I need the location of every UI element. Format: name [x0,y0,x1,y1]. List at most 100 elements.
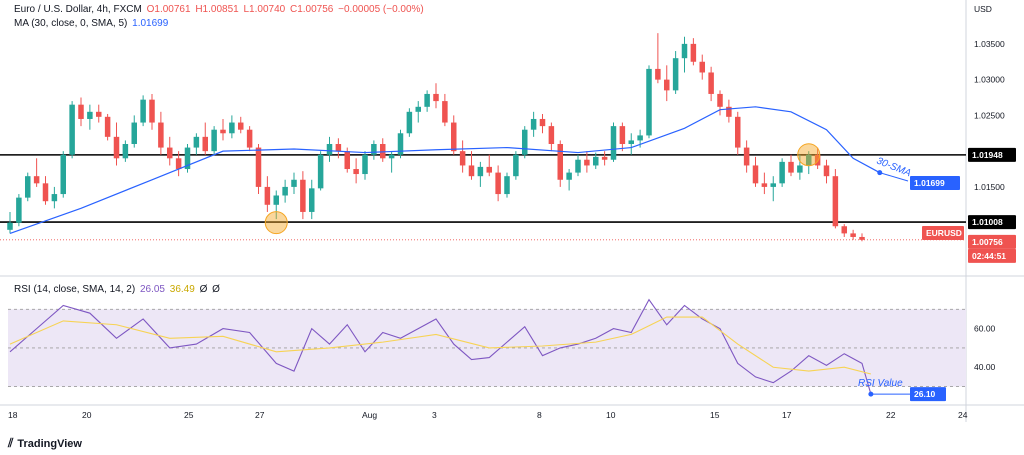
candle-body [681,43,688,59]
time-tick-label: 20 [82,410,92,420]
candle-body [193,136,200,148]
tradingview-brand: ⫽ TradingView [8,436,82,451]
candle-body [743,147,750,166]
time-tick-label: 18 [8,410,18,420]
candle-body [513,154,519,177]
rsi-ma-value: 36.49 [169,284,195,295]
candle-body [646,68,652,136]
candle-body [24,176,31,198]
rsi-extra-1: Ø [199,284,208,295]
candle-body [388,154,395,159]
candle-body [95,111,102,117]
candle-body [353,169,359,175]
currency-label: USD [974,4,992,14]
candle-body [16,197,22,223]
candle-body [264,186,271,205]
candle-body [584,159,590,166]
symbol-tag-bg [922,226,964,240]
candle-body [33,176,40,184]
candle-body [308,188,315,212]
countdown-tag: 02:44:51 [972,251,1006,261]
candle-body [459,151,466,166]
rsi-header: RSI (14, close, SMA, 14, 2) 26.05 36.49 … [14,284,222,295]
candle-body [575,159,581,173]
candle-body [344,151,351,170]
candle-body [415,106,422,112]
candle-body [87,111,93,119]
time-tick-label: 17 [782,410,792,420]
candle-body [42,183,49,202]
candle-body [761,183,768,187]
candle-body [7,222,13,230]
candle-body [406,111,413,134]
candle-body [548,126,555,144]
rsi-extra-2: Ø [212,284,220,295]
candle-body [362,154,368,175]
candle-body [726,106,732,117]
brand-label: TradingView [17,437,82,450]
time-tick-label: 27 [255,410,265,420]
ma-value-tag: 1.01699 [914,178,945,188]
candle-body [468,165,475,177]
candle-body [734,116,741,148]
time-tick-label: 8 [537,410,542,420]
candle-body [672,58,679,91]
candle-body [442,101,448,123]
rsi-value: 26.05 [139,284,165,295]
high-value: H1.00851 [195,4,239,15]
time-tick-label: 22 [886,410,896,420]
rsi-value-tag-bg [910,387,946,402]
ma-annotation-connector [879,172,909,182]
rsi-band [8,309,966,387]
candle-body [51,194,58,202]
candle-body [797,165,803,173]
candle-body [619,126,626,144]
candle-body [113,136,120,159]
rsi-value-tag: 26.10 [914,389,936,399]
candle-body [530,118,537,130]
price-tick-label: 1.03000 [974,75,1005,85]
candle-body [637,135,643,141]
candle-body [779,161,785,184]
candle-body [717,93,723,107]
candle-body [832,176,839,227]
candle-body [104,116,111,137]
candle-body [273,195,280,205]
ma-line [9,106,881,234]
rsi-label: RSI (14, close, SMA, 14, 2) [14,284,136,295]
candle-body [477,166,484,177]
time-tick-label: Aug [362,410,377,420]
candle-body [246,129,253,148]
rsi-tick-label: 40.00 [974,362,996,372]
candle-body [690,43,697,62]
upper-level-tag: 1.01948 [972,150,1003,160]
rsi-tick-label: 60.00 [974,324,996,334]
candle-body [708,72,714,94]
lower-level-tag: 1.01008 [972,217,1003,227]
sma-annotation: 30-SMA [875,156,913,180]
candle-body [433,93,439,102]
ma-header: MA (30, close, 0, SMA, 5) 1.01699 [14,18,170,29]
candle-body [131,122,138,144]
ohlc-header: Euro / U.S. Dollar, 4h, FXCM O1.00761 H1… [14,4,426,15]
close-value: C1.00756 [289,4,334,15]
candle-body [601,156,608,160]
rsi-line [9,298,872,395]
last-price-tag-bg [968,234,1016,249]
candle-body [504,176,510,195]
candle-body [78,104,84,119]
candle-body [397,133,404,155]
candle-body [486,166,493,173]
candle-body [663,79,670,91]
ma-value-tag-bg [910,176,960,190]
highlight-circle-0 [264,211,288,235]
tradingview-logo-icon: ⫽ [8,436,14,450]
candle-body [140,99,146,123]
candle-body [149,99,155,123]
candle-body [379,144,386,159]
candle-body [69,104,75,155]
candle-body [655,68,661,80]
candle-body [610,126,617,160]
candle-body [122,144,129,159]
